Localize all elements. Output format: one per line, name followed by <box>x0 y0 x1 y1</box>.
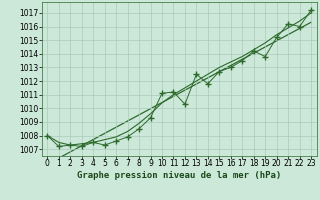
X-axis label: Graphe pression niveau de la mer (hPa): Graphe pression niveau de la mer (hPa) <box>77 171 281 180</box>
